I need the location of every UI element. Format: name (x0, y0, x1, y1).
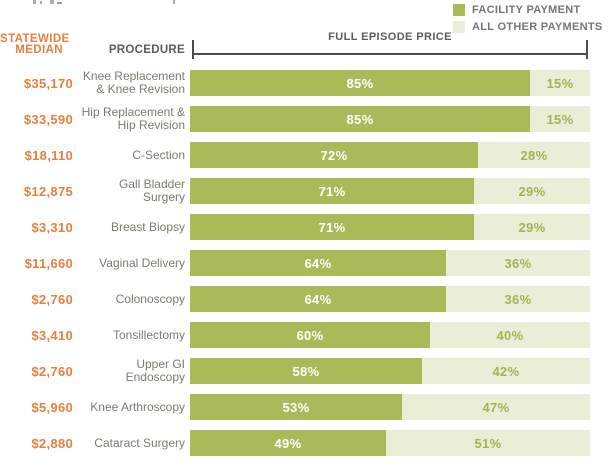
statewide-median-value: $2,760 (31, 291, 73, 307)
all-other-payments-segment: 15% (530, 70, 590, 96)
procedure-label: Breast Biopsy (76, 214, 185, 240)
statewide-median-value: $33,590 (23, 111, 73, 127)
bar-rows: $35,170 Knee Replacement & Knee Revision 85… (0, 70, 616, 466)
procedure-label-text: Knee Replacement & Knee Revision (82, 69, 185, 96)
all-other-payments-segment: 29% (474, 178, 590, 204)
procedure-row: $2,760 Colonoscopy 64% 36% (0, 286, 616, 322)
statewide-median-header-line2: MEDIAN (15, 44, 63, 56)
facility-payment-segment: 71% (190, 178, 474, 204)
all-other-payments-segment: 51% (386, 430, 590, 456)
procedure-label-text: Upper GI Endoscopy (125, 357, 185, 384)
procedure-row: $12,875 Gall Bladder Surgery 71% 29% (0, 178, 616, 214)
procedure-row: $33,590 Hip Replacement & Hip Revision 85% 1… (0, 106, 616, 142)
procedure-label-text: Hip Replacement & Hip Revision (81, 105, 185, 132)
facility-payment-segment: 85% (190, 106, 530, 132)
cropped-text-artifact (0, 0, 200, 6)
statewide-median-value: $18,110 (24, 147, 73, 163)
procedure-label: Knee Arthroscopy (76, 394, 185, 420)
procedure-label: Gall Bladder Surgery (76, 178, 185, 204)
facility-payment-segment: 72% (190, 142, 478, 168)
statewide-median-value: $35,170 (23, 75, 73, 91)
all-other-payments-segment: 36% (446, 286, 590, 312)
statewide-median-header-line1: STATEWIDE (0, 33, 70, 45)
stacked-bar: 72% 28% (190, 142, 590, 168)
stacked-bar: 58% 42% (190, 358, 590, 384)
statewide-median-value: $3,310 (31, 219, 73, 235)
stacked-bar: 49% 51% (190, 430, 590, 456)
procedure-label-text: Vaginal Delivery (99, 255, 185, 270)
stacked-bar: 85% 15% (190, 106, 590, 132)
stacked-bar: 85% 15% (190, 70, 590, 96)
facility-payment-swatch (453, 3, 465, 16)
procedure-label-text: Tonsillectomy (112, 327, 185, 342)
procedure-label: Colonoscopy (76, 286, 185, 312)
procedure-row: $3,310 Breast Biopsy 71% 29% (0, 214, 616, 250)
facility-payment-segment: 64% (190, 250, 446, 276)
procedure-label-text: Cataract Surgery (94, 435, 185, 450)
all-other-payments-segment: 47% (402, 394, 590, 420)
all-other-payments-segment: 42% (422, 358, 590, 384)
procedure-column-header: PROCEDURE (108, 44, 185, 56)
all-other-payments-segment: 40% (430, 322, 590, 348)
statewide-median-value: $2,760 (31, 363, 73, 379)
statewide-median-value: $11,660 (24, 255, 73, 271)
statewide-median-value: $2,880 (31, 435, 73, 451)
procedure-label: Knee Replacement & Knee Revision (76, 70, 185, 96)
statewide-median-header: STATEWIDE MEDIAN (0, 33, 70, 56)
axis-bracket-tick-left (192, 40, 194, 59)
legend-label: FACILITY PAYMENT (472, 3, 581, 16)
facility-payment-segment: 53% (190, 394, 402, 420)
all-other-payments-segment: 15% (530, 106, 590, 132)
facility-payment-segment: 85% (190, 70, 530, 96)
legend: FACILITY PAYMENT ALL OTHER PAYMENTS (453, 3, 603, 33)
stacked-bar: 71% 29% (190, 214, 590, 240)
legend-item-facility-payment: FACILITY PAYMENT (453, 3, 603, 16)
procedure-label-text: C-Section (132, 147, 185, 162)
statewide-median-value: $12,875 (23, 183, 73, 199)
stacked-bar: 64% 36% (190, 286, 590, 312)
procedure-row: $18,110 C-Section 72% 28% (0, 142, 616, 178)
procedure-row: $35,170 Knee Replacement & Knee Revision 85… (0, 70, 616, 106)
all-other-payments-segment: 28% (478, 142, 590, 168)
procedure-row: $2,760 Upper GI Endoscopy 58% 42% (0, 358, 616, 394)
facility-payment-segment: 71% (190, 214, 474, 240)
facility-payment-segment: 49% (190, 430, 386, 456)
procedure-label: Hip Replacement & Hip Revision (76, 106, 185, 132)
axis-bracket-tick-right (586, 40, 588, 59)
procedure-label: C-Section (76, 142, 185, 168)
stacked-bar: 60% 40% (190, 322, 590, 348)
stacked-bar: 53% 47% (190, 394, 590, 420)
all-other-payments-segment: 29% (474, 214, 590, 240)
procedure-row: $2,880 Cataract Surgery 49% 51% (0, 430, 616, 466)
stacked-bar: 71% 29% (190, 178, 590, 204)
procedure-row: $11,660 Vaginal Delivery 64% 36% (0, 250, 616, 286)
procedure-label: Vaginal Delivery (76, 250, 185, 276)
facility-payment-segment: 60% (190, 322, 430, 348)
procedure-label-text: Gall Bladder Surgery (118, 177, 185, 204)
facility-payment-segment: 58% (190, 358, 422, 384)
procedure-row: $5,960 Knee Arthroscopy 53% 47% (0, 394, 616, 430)
procedure-label: Tonsillectomy (76, 322, 185, 348)
stacked-bar: 64% 36% (190, 250, 590, 276)
axis-bracket-line (193, 53, 587, 55)
statewide-median-value: $3,410 (31, 327, 73, 343)
procedure-label-text: Knee Arthroscopy (90, 399, 185, 414)
procedure-row: $3,410 Tonsillectomy 60% 40% (0, 322, 616, 358)
facility-payment-segment: 64% (190, 286, 446, 312)
procedure-label-text: Breast Biopsy (110, 219, 185, 234)
all-other-payments-swatch (453, 20, 465, 33)
statewide-median-value: $5,960 (31, 399, 73, 415)
procedure-label-text: Colonoscopy (115, 291, 185, 306)
procedure-label: Upper GI Endoscopy (76, 358, 185, 384)
legend-label: ALL OTHER PAYMENTS (472, 20, 603, 33)
all-other-payments-segment: 36% (446, 250, 590, 276)
full-episode-price-axis-label: FULL EPISODE PRICE (328, 31, 452, 43)
procedure-label: Cataract Surgery (76, 430, 185, 456)
legend-item-all-other-payments: ALL OTHER PAYMENTS (453, 20, 603, 33)
